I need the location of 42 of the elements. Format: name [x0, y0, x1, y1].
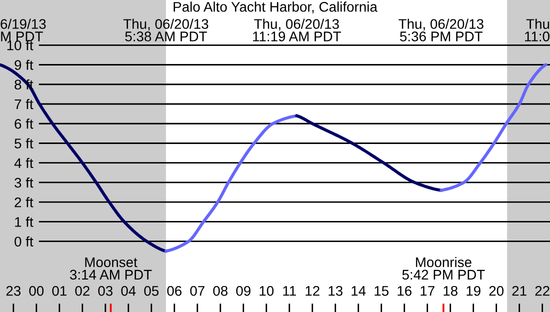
annotation: Thu, 06/20/13 11:19 AM PDT [253, 18, 341, 42]
annotation: 6/19/13 M PDT [0, 18, 46, 42]
x-tick-label: 03 [98, 286, 113, 296]
x-tick-label: 02 [75, 286, 90, 296]
y-tick-label: 5 ft [14, 138, 34, 148]
y-tick-label: 0 ft [14, 236, 34, 247]
x-tick-label: 10 [260, 286, 274, 296]
x-tick-label: 21 [512, 286, 526, 296]
x-tick-label: 14 [352, 286, 366, 296]
annotation: Moonrise 5:42 PM PDT [402, 256, 485, 280]
x-tick-label: 22 [535, 286, 550, 296]
x-tick-label: 07 [190, 286, 204, 296]
annotation: Thu, 06/20/13 5:36 PM PDT [398, 18, 484, 42]
y-tick-label: 3 ft [14, 177, 34, 188]
x-tick-label: 15 [374, 286, 388, 296]
y-tick-label: 9 ft [14, 60, 34, 70]
y-tick-label: 1 ft [15, 216, 34, 227]
annotation: Thu, 06/20/13 5:38 AM PDT [123, 18, 208, 42]
x-tick-label: 11 [283, 286, 296, 296]
x-tick-label: 23 [6, 286, 21, 296]
y-tick-label: 7 ft [14, 98, 34, 110]
x-tick-label: 17 [420, 286, 434, 296]
x-tick-label: 08 [213, 286, 228, 296]
x-tick-label: 05 [144, 286, 159, 296]
y-tick-label: 10 ft [7, 40, 34, 50]
x-tick-label: 12 [306, 286, 320, 296]
x-tick-label: 04 [121, 286, 136, 296]
x-tick-label: 00 [29, 286, 44, 296]
chart-title: Palo Alto Yacht Harbor, California [174, 2, 378, 14]
x-tick-label: 18 [444, 286, 458, 296]
annotation: Moonset 3:14 AM PDT [70, 257, 152, 280]
x-tick-label: 16 [398, 286, 412, 296]
annotation: Thu 11:0 [525, 18, 550, 42]
y-tick-label: 2 ft [14, 197, 34, 208]
y-tick-label: 4 ft [14, 158, 34, 168]
x-tick-label: 09 [236, 286, 250, 296]
y-tick-label: 6 ft [14, 118, 34, 129]
x-tick-label: 20 [489, 286, 504, 296]
x-tick-label: 06 [167, 286, 182, 296]
x-tick-label: 19 [466, 286, 480, 296]
x-tick-label: 13 [328, 286, 342, 296]
x-tick-label: 01 [52, 286, 66, 296]
